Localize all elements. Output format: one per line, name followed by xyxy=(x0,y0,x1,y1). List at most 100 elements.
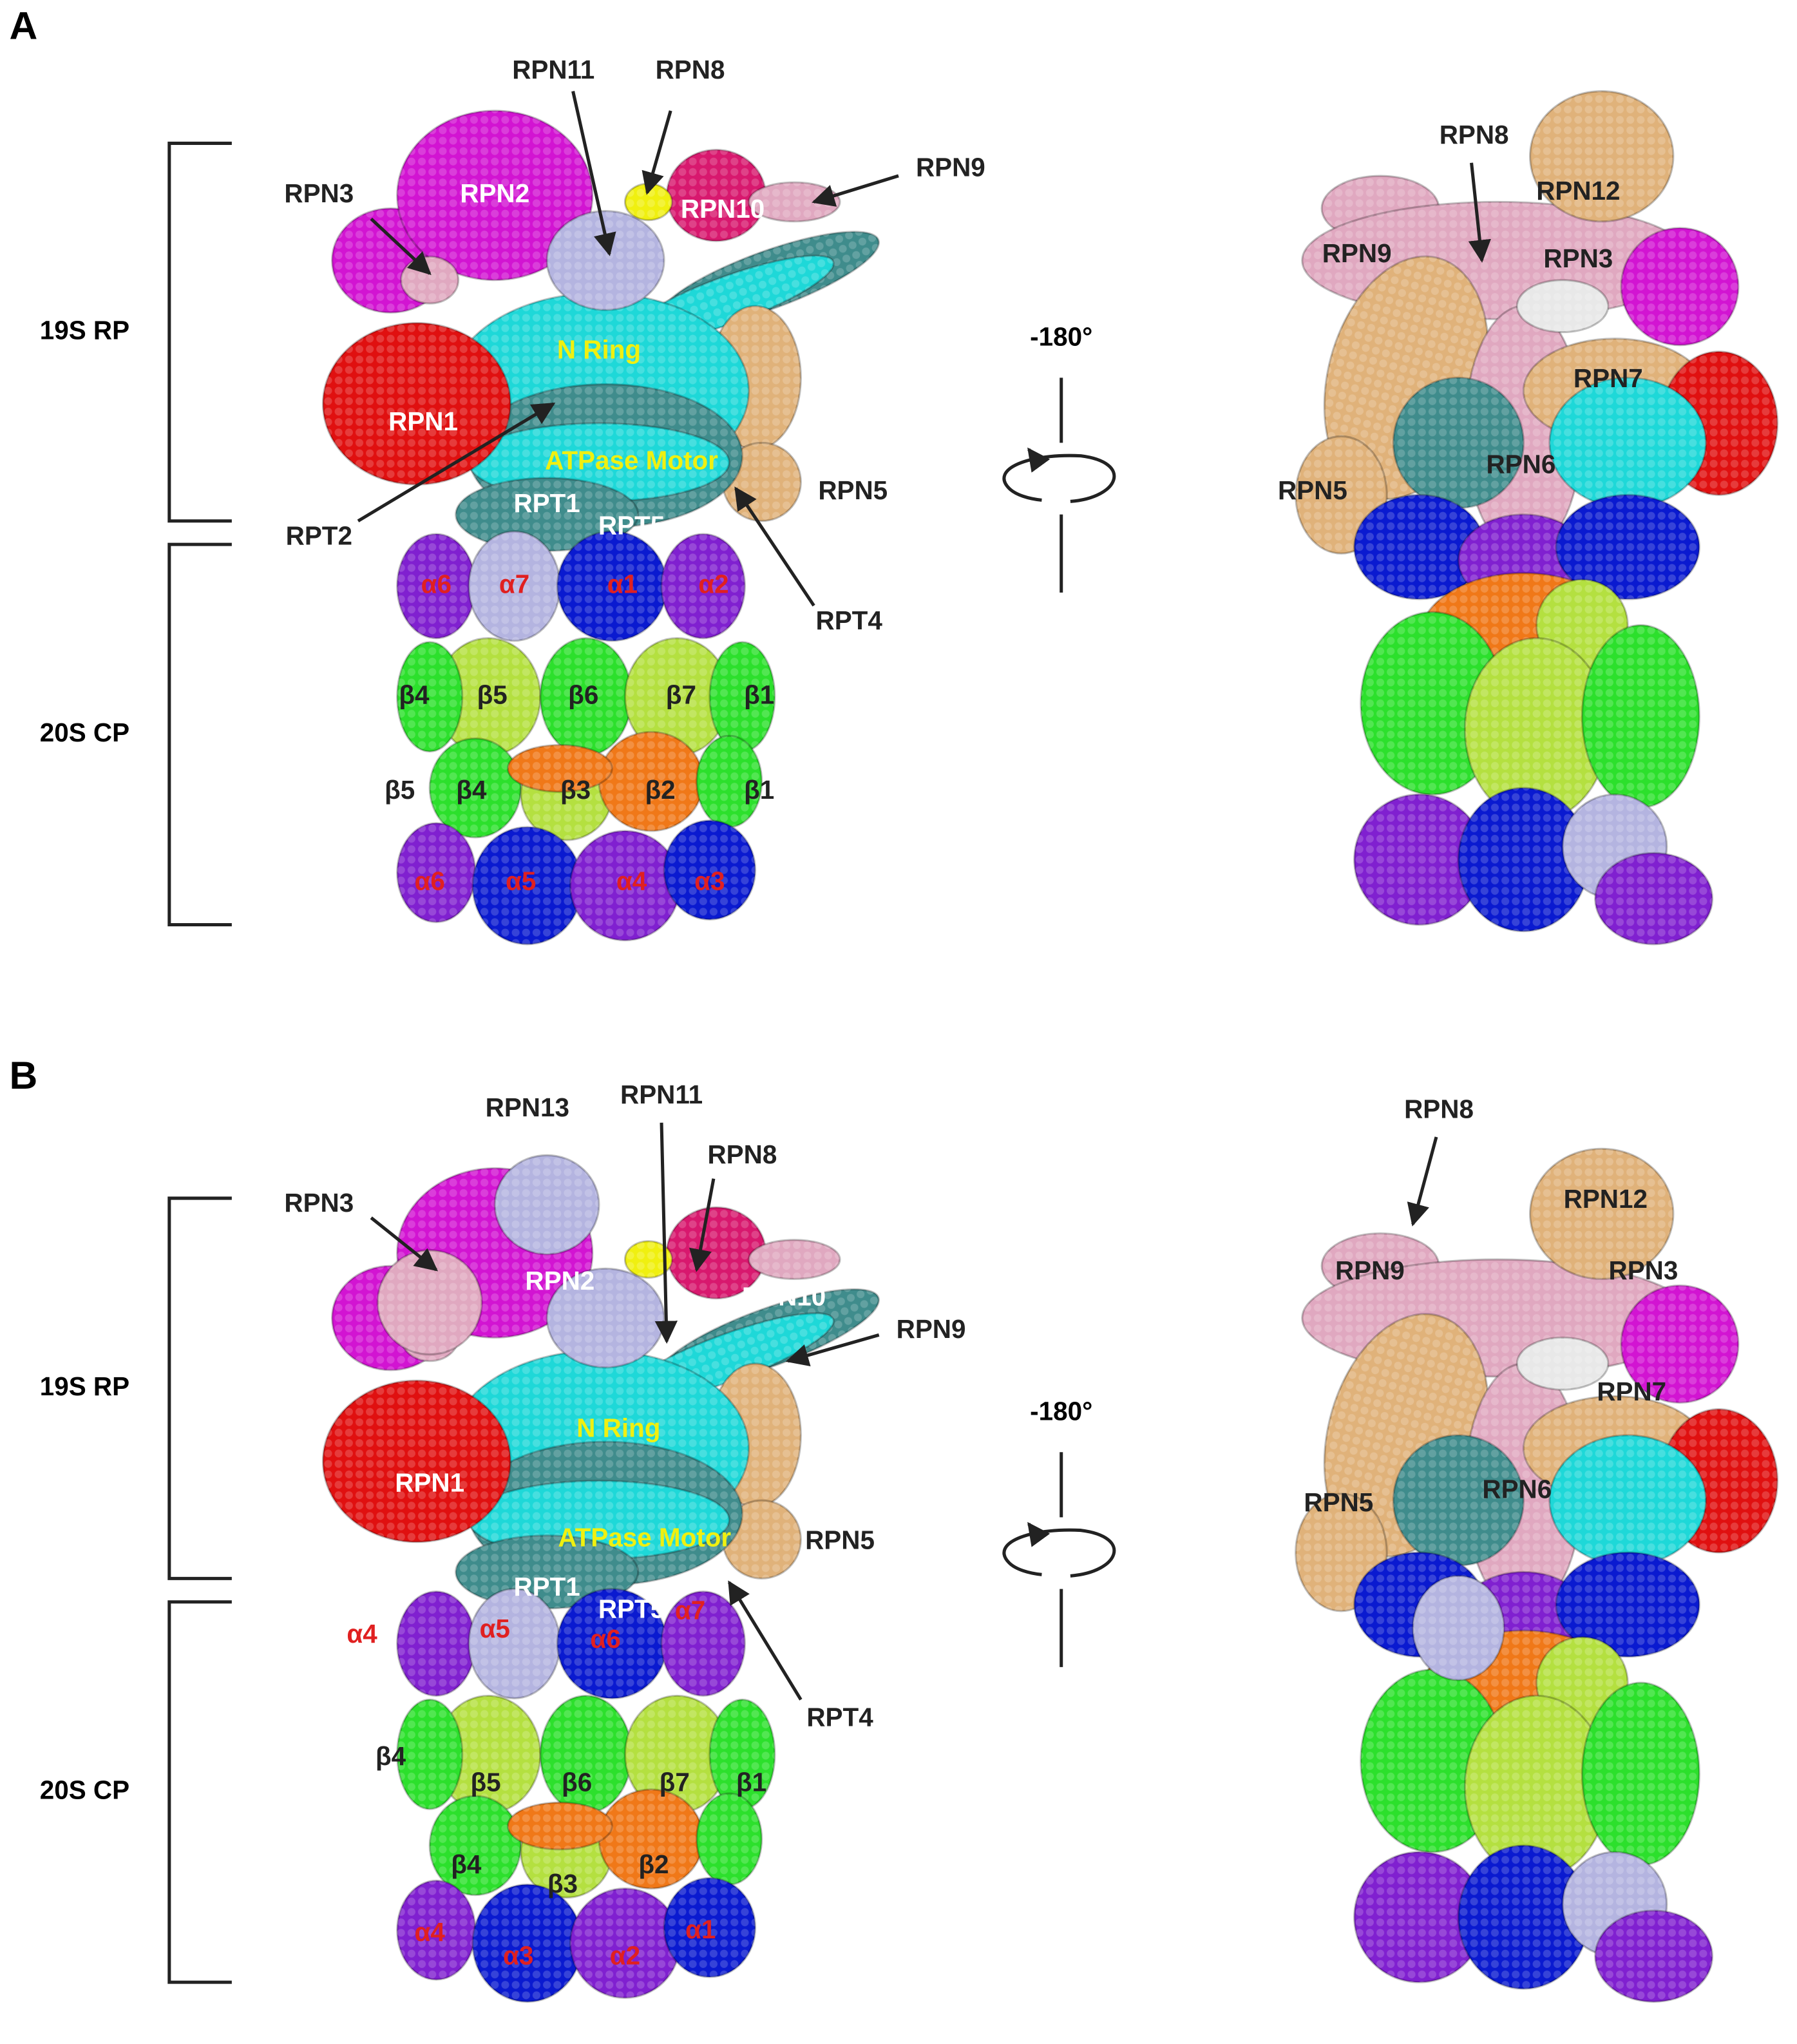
subunit-texture xyxy=(455,1535,638,1609)
subunit-texture xyxy=(709,1699,775,1810)
subunit-label: RPN9 xyxy=(916,153,985,182)
subunit-label: α2 xyxy=(610,1940,640,1970)
subunit-label: RPN9 xyxy=(1335,1256,1405,1285)
subunit-texture xyxy=(667,149,766,242)
region-label: 20S CP xyxy=(40,718,129,747)
subunit-texture xyxy=(1517,1337,1608,1390)
subunit-texture xyxy=(430,738,521,838)
subunit-label: RPN3 xyxy=(284,178,354,208)
pointer-arrow xyxy=(1407,1136,1438,1227)
subunit-label: α2 xyxy=(698,569,728,599)
subunit-label: RPT2 xyxy=(286,521,352,551)
subunit-texture xyxy=(1354,495,1485,600)
subunit-label: β7 xyxy=(666,680,696,709)
subunit-label: RPN11 xyxy=(512,55,594,84)
subunit-label: β5 xyxy=(471,1768,501,1797)
subunit-texture xyxy=(661,1591,745,1696)
subunit-texture xyxy=(397,110,593,280)
subunit-label: β1 xyxy=(744,680,774,709)
subunit-label: α4 xyxy=(415,1917,446,1947)
subunit-texture xyxy=(661,533,745,638)
subunit-texture xyxy=(570,830,680,941)
subunit-label: N Ring xyxy=(557,335,641,365)
pointer-arrow xyxy=(812,174,899,207)
labels: A 19S RP 20S CP -180° RPN11 RPN8 RPN9 RPN3 RPN2 R… xyxy=(9,4,1678,1971)
subunit-label: RPT5 xyxy=(598,511,665,540)
subunit-label: α1 xyxy=(685,1915,716,1944)
rotation-label: -180° xyxy=(1030,321,1092,351)
subunit-texture xyxy=(1517,280,1608,332)
subunit-label: RPN8 xyxy=(1440,120,1509,149)
subunit-texture xyxy=(547,1268,665,1368)
pointer-arrow xyxy=(734,486,815,607)
subunit-label: α6 xyxy=(415,866,445,895)
subunit-label: β4 xyxy=(376,1741,406,1771)
subunit-label: RPN2 xyxy=(525,1266,594,1295)
subunit-label: RPN7 xyxy=(1597,1377,1666,1406)
subunit-texture xyxy=(664,820,756,920)
subunit-label: RPN1 xyxy=(388,406,458,436)
subunit-texture xyxy=(1458,788,1589,931)
bracket xyxy=(167,1196,232,1580)
pointer-arrow xyxy=(728,1580,803,1701)
subunit-label: RPN1 xyxy=(395,1468,464,1498)
subunit-label: RPN8 xyxy=(656,55,725,84)
pointer-arrow xyxy=(357,402,556,522)
subunit-texture xyxy=(540,638,632,756)
subunit-texture xyxy=(468,531,560,641)
rotation-label: -180° xyxy=(1030,1396,1092,1426)
subunit-texture xyxy=(397,1699,462,1810)
subunit-label: α7 xyxy=(499,569,529,599)
subunit-texture xyxy=(323,323,511,485)
subunit-label: β4 xyxy=(399,680,430,709)
subunit-label: α4 xyxy=(616,866,647,895)
subunit-texture xyxy=(1530,91,1673,222)
subunit-texture xyxy=(1582,625,1700,808)
pointer-arrow xyxy=(370,1216,439,1272)
subunit-texture xyxy=(1530,1149,1673,1279)
subunit-label: α6 xyxy=(590,1624,620,1654)
subunit-label: α5 xyxy=(506,866,536,895)
subunit-label: RPN5 xyxy=(805,1525,875,1554)
subunit-label: β6 xyxy=(568,680,598,709)
subunit-label: RPT1 xyxy=(513,488,580,518)
subunit-texture xyxy=(1582,1683,1700,1866)
subunit-texture xyxy=(709,642,775,752)
pointer-arrow xyxy=(654,1122,678,1344)
pointer-arrow xyxy=(1468,162,1491,263)
subunit-texture xyxy=(557,531,667,641)
subunit-texture xyxy=(1555,495,1700,600)
subunit-texture xyxy=(1465,638,1608,821)
subunit-texture xyxy=(557,1589,667,1699)
subunit-texture xyxy=(436,638,541,756)
subunit-label: β3 xyxy=(560,775,591,805)
subunit-texture xyxy=(599,1789,703,1889)
subunit-texture xyxy=(397,1591,475,1696)
subunit-label: RPN6 xyxy=(1482,1475,1552,1504)
bracket xyxy=(167,542,232,927)
subunit-texture xyxy=(1621,1285,1739,1403)
subunit-texture xyxy=(397,1880,475,1980)
pointer-arrow xyxy=(370,217,432,276)
subunit-label: RPN9 xyxy=(897,1314,966,1344)
region-label: 19S RP xyxy=(40,315,129,345)
subunit-label: β3 xyxy=(547,1869,578,1898)
subunit-texture xyxy=(323,1380,511,1542)
subunit-label: α3 xyxy=(694,866,725,895)
subunit-texture xyxy=(508,745,613,792)
subunit-label: β1 xyxy=(744,775,774,805)
subunit-label: RPN7 xyxy=(1574,363,1643,393)
subunit-label: RPN10 xyxy=(681,194,765,224)
subunit-label: RPN5 xyxy=(1278,475,1347,505)
annotations xyxy=(167,91,1491,1984)
subunit-texture xyxy=(455,478,638,551)
rotation-arrow xyxy=(1002,450,1116,503)
pointer-arrow xyxy=(642,110,672,195)
subunit-label: N Ring xyxy=(576,1413,660,1443)
pointer-arrow xyxy=(785,1333,880,1367)
subunit-label: ATPase Motor xyxy=(558,1522,731,1552)
subunit-texture xyxy=(1621,227,1739,345)
subunit-label: α7 xyxy=(675,1596,705,1625)
